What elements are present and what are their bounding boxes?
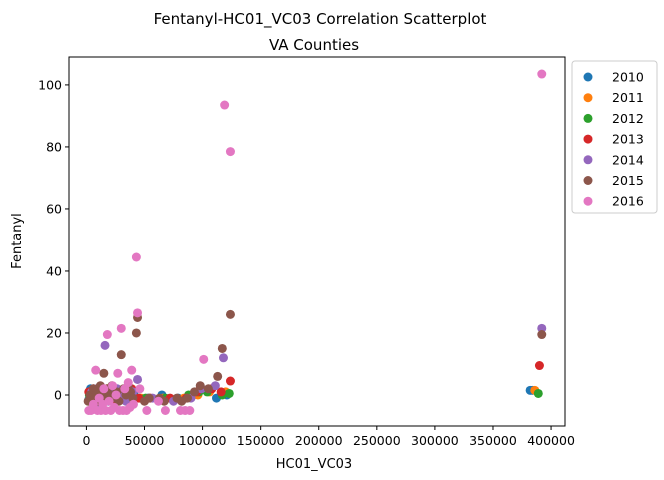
point-2016-27 xyxy=(133,308,143,318)
point-2016-3 xyxy=(91,365,101,375)
y-tick-label: 20 xyxy=(46,325,62,340)
chart-title: Fentanyl-HC01_VC03 Correlation Scatterpl… xyxy=(154,10,487,29)
legend-marker-2011 xyxy=(583,93,593,103)
x-tick-label: 300000 xyxy=(411,433,459,448)
point-2016-28 xyxy=(135,384,145,394)
point-2016-18 xyxy=(116,323,126,333)
legend: 2010 2011 2012 2013 2014 2015 2016 xyxy=(571,60,658,214)
point-2015-36 xyxy=(217,343,227,353)
x-tick-label: 0 xyxy=(82,433,90,448)
x-tick-label: 50000 xyxy=(125,433,165,448)
point-2016-26 xyxy=(131,252,141,262)
point-2015-31 xyxy=(182,393,192,403)
legend-marker-2010 xyxy=(583,72,593,82)
y-tick-label: 40 xyxy=(46,263,62,278)
legend-label-2016: 2016 xyxy=(612,194,644,209)
point-2015-33 xyxy=(195,381,205,391)
y-axis: 0 20 40 60 80 100 xyxy=(38,77,69,402)
point-2013-21 xyxy=(534,361,544,371)
x-tick-label: 400000 xyxy=(527,433,575,448)
legend-frame xyxy=(571,60,658,214)
point-2015-37 xyxy=(225,309,235,319)
y-tick-label: 100 xyxy=(38,77,62,92)
x-tick-label: 100000 xyxy=(179,433,227,448)
x-axis: 0 50000 100000 150000 200000 250000 300000 3500… xyxy=(82,426,575,448)
point-2016-15 xyxy=(111,390,121,400)
plot-frame xyxy=(68,56,566,427)
point-2016-8 xyxy=(99,384,109,394)
point-2016-24 xyxy=(127,365,137,375)
points-layer xyxy=(83,69,547,415)
point-2015-34 xyxy=(203,384,213,394)
point-2015-23 xyxy=(131,328,141,338)
point-2016-22 xyxy=(123,378,133,388)
point-2016-31 xyxy=(160,406,170,415)
x-tick-label: 150000 xyxy=(237,433,285,448)
x-tick-label: 350000 xyxy=(469,433,517,448)
point-2012-19 xyxy=(224,388,234,398)
point-2016-25 xyxy=(128,399,138,409)
point-2016-29 xyxy=(142,406,152,415)
y-tick-label: 80 xyxy=(46,139,62,154)
chart-subtitle: VA Counties xyxy=(269,36,359,54)
legend-marker-2016 xyxy=(583,196,593,206)
legend-label-2012: 2012 xyxy=(612,111,644,126)
point-2016-13 xyxy=(108,381,118,391)
legend-label-2011: 2011 xyxy=(612,90,644,105)
point-2015-32 xyxy=(189,387,199,397)
point-2015-38 xyxy=(537,330,547,340)
x-tick-label: 250000 xyxy=(353,433,401,448)
x-axis-label: HC01_VC03 xyxy=(276,457,352,472)
legend-label-2010: 2010 xyxy=(612,70,644,85)
point-2016-37 xyxy=(225,147,235,157)
x-tick-label: 200000 xyxy=(295,433,343,448)
legend-label-2014: 2014 xyxy=(612,152,644,167)
point-2016-36 xyxy=(220,100,230,110)
point-2015-17 xyxy=(116,350,126,360)
point-2012-20 xyxy=(533,388,543,398)
legend-marker-2012 xyxy=(583,113,593,123)
legend-marker-2014 xyxy=(583,155,593,165)
y-tick-label: 0 xyxy=(54,387,62,402)
point-2013-20 xyxy=(225,376,235,386)
point-2014-6 xyxy=(100,340,110,350)
legend-marker-2015 xyxy=(583,176,593,185)
y-tick-label: 60 xyxy=(46,201,62,216)
point-2016-11 xyxy=(104,396,114,406)
point-2016-35 xyxy=(199,354,209,364)
point-2014-18 xyxy=(210,381,220,391)
legend-label-2013: 2013 xyxy=(612,132,644,147)
point-2016-16 xyxy=(113,368,123,378)
point-2015-35 xyxy=(213,371,223,381)
y-axis-label: Fentanyl xyxy=(10,213,25,269)
legend-marker-2013 xyxy=(583,134,593,144)
point-2014-19 xyxy=(218,353,228,363)
point-2016-34 xyxy=(185,406,195,415)
point-2013-19 xyxy=(216,387,226,397)
point-2016-30 xyxy=(153,396,163,406)
point-2016-10 xyxy=(102,330,112,340)
point-2015-9 xyxy=(99,368,109,378)
point-2015-26 xyxy=(144,393,154,403)
point-2016-38 xyxy=(537,69,547,79)
point-2014-13 xyxy=(133,374,143,384)
legend-label-2015: 2015 xyxy=(612,173,644,188)
point-2014-20 xyxy=(537,323,547,333)
